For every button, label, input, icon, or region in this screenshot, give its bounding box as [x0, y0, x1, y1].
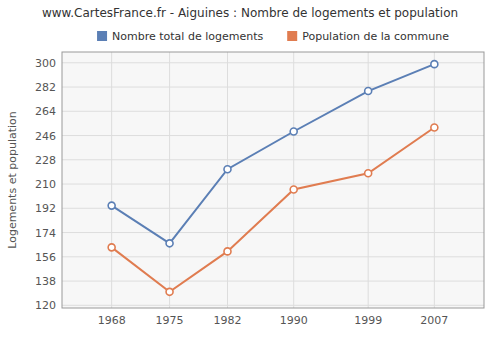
point [431, 61, 438, 68]
legend-swatch [287, 31, 297, 41]
series-line [112, 64, 435, 243]
x-grid-line [169, 52, 170, 308]
y-tick-label: 138 [35, 275, 56, 288]
y-axis-label: Logements et population [6, 111, 19, 249]
y-grid-line [62, 111, 484, 112]
x-grid-line [293, 52, 294, 308]
y-tick-label: 282 [35, 81, 56, 94]
grid [62, 52, 484, 308]
point [224, 166, 231, 173]
point [108, 202, 115, 209]
x-tick-label: 1968 [98, 314, 126, 327]
series [108, 61, 438, 247]
point [166, 288, 173, 295]
y-axis: 120 138 156 174 192 210 228 246 264 282 300 [35, 57, 56, 313]
point [365, 170, 372, 177]
legend-label: Population de la commune [302, 30, 449, 43]
y-grid-line [62, 87, 484, 88]
y-tick-label: 228 [35, 154, 56, 167]
plot-marks [108, 61, 438, 296]
y-grid-line [62, 305, 484, 306]
x-tick-label: 1990 [280, 314, 308, 327]
point [290, 128, 297, 135]
legend-item: Population de la commune [287, 30, 449, 43]
title: www.CartesFrance.fr - Aiguines : Nombre … [42, 6, 458, 20]
y-tick-label: 264 [35, 105, 56, 118]
point [108, 244, 115, 251]
x-tick-label: 1975 [156, 314, 184, 327]
series [108, 124, 438, 295]
y-grid-line [62, 232, 484, 233]
plot-area [62, 52, 484, 308]
point [431, 124, 438, 131]
x-tick-label: 2007 [420, 314, 448, 327]
y-tick-label: 156 [35, 251, 56, 264]
x-grid-line [111, 52, 112, 308]
x-grid-line [434, 52, 435, 308]
y-tick-label: 174 [35, 227, 56, 240]
point [166, 240, 173, 247]
x-tick-label: 1999 [354, 314, 382, 327]
y-grid-line [62, 281, 484, 282]
legend-label: Nombre total de logements [112, 30, 263, 43]
legend-swatch [97, 31, 107, 41]
legend-item: Nombre total de logements [97, 30, 263, 43]
y-grid-line [62, 159, 484, 160]
y-tick-label: 300 [35, 57, 56, 70]
legend: Nombre total de logements Population de l… [97, 30, 449, 43]
point [290, 186, 297, 193]
point [224, 248, 231, 255]
series-line [112, 127, 435, 291]
plot-frame [62, 52, 484, 308]
y-tick-label: 120 [35, 299, 56, 312]
point [365, 88, 372, 95]
y-tick-label: 210 [35, 178, 56, 191]
y-tick-label: 192 [35, 202, 56, 215]
chart: 120 138 156 174 192 210 228 246 264 282 300 1968 197… [0, 0, 500, 340]
y-grid-line [62, 62, 484, 63]
y-grid-line [62, 184, 484, 185]
x-tick-label: 1982 [213, 314, 241, 327]
y-tick-label: 246 [35, 130, 56, 143]
x-axis: 1968 1975 1982 1990 1999 2007 [98, 314, 449, 327]
x-grid-line [227, 52, 228, 308]
